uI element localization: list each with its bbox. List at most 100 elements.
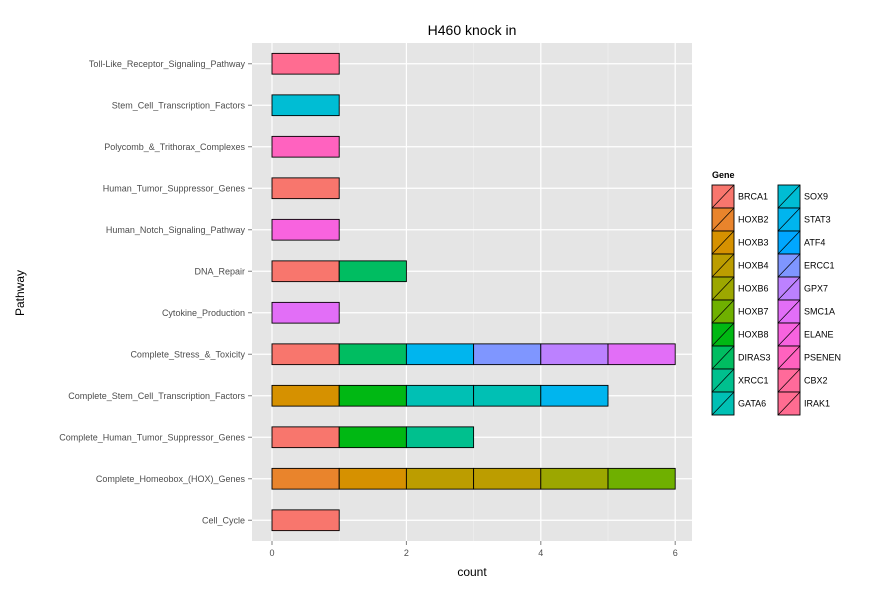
y-tick-label: Complete_Stem_Cell_Transcription_Factors [68, 391, 245, 401]
bar-segment-hoxb3 [271, 384, 340, 407]
y-tick-label: Stem_Cell_Transcription_Factors [112, 100, 246, 110]
legend-label: SMC1A [804, 307, 835, 317]
legend-key-diagonal [777, 276, 801, 301]
bar-segment-brca1 [271, 509, 340, 532]
legend-key-diagonal [711, 368, 735, 393]
bar-segment-elane [271, 218, 340, 241]
bar-segment-hoxb7 [607, 467, 676, 490]
legend-item-sox9: SOX9 [777, 184, 828, 209]
legend-label: HOXB6 [738, 284, 769, 294]
legend-label: PSENEN [804, 353, 841, 363]
bar-segment-hoxb4 [405, 467, 475, 490]
bar-segment-brca1 [271, 343, 340, 366]
legend-item-ercc1: ERCC1 [777, 253, 835, 278]
legend-label: HOXB3 [738, 238, 769, 248]
legend-label: SOX9 [804, 192, 828, 202]
bar-segment-hoxb8 [338, 426, 407, 449]
legend-key-diagonal [777, 345, 801, 370]
legend-item-elane: ELANE [777, 322, 834, 347]
y-tick-label: Human_Tumor_Suppressor_Genes [103, 183, 246, 193]
y-tick-label: Human_Notch_Signaling_Pathway [106, 225, 246, 235]
bar-segment-gpx7 [540, 343, 609, 366]
legend-key-diagonal [777, 368, 801, 393]
bar-segment-ercc1 [473, 343, 542, 366]
legend-item-brca1: BRCA1 [711, 184, 768, 209]
y-tick-label: Complete_Stress_&_Toxicity [130, 349, 245, 359]
legend-item-hoxb4: HOXB4 [711, 253, 769, 278]
legend-key-diagonal [777, 253, 801, 278]
bar-segment-stat3 [540, 384, 609, 407]
legend-key-diagonal [711, 299, 735, 324]
y-tick-label: Polycomb_&_Trithorax_Complexes [104, 142, 245, 152]
bar-segment-gata6 [473, 384, 542, 407]
legend-key-diagonal [711, 207, 735, 232]
legend-label: HOXB2 [738, 215, 769, 225]
bar-segment-psenen [271, 135, 340, 158]
legend-label: BRCA1 [738, 192, 768, 202]
x-tick-label: 0 [269, 548, 274, 558]
legend-label: DIRAS3 [738, 353, 771, 363]
bar-segment-hoxb4 [473, 467, 542, 490]
y-tick-label: Complete_Homeobox_(HOX)_Genes [96, 474, 246, 484]
legend-item-psenen: PSENEN [777, 345, 841, 370]
legend-item-diras3: DIRAS3 [711, 345, 771, 370]
bar-segment-smc1a [271, 301, 340, 324]
legend-item-stat3: STAT3 [777, 207, 831, 232]
y-tick-label: Cytokine_Production [162, 308, 245, 318]
y-tick-label: Complete_Human_Tumor_Suppressor_Genes [59, 432, 245, 442]
legend-key-diagonal [777, 299, 801, 324]
y-axis-label: Pathway [13, 270, 27, 316]
legend-label: GPX7 [804, 284, 828, 294]
bar-segment-brca1 [271, 177, 340, 200]
bar-segment-stat3 [405, 343, 475, 366]
legend-label: ERCC1 [804, 261, 835, 271]
legend-item-hoxb8: HOXB8 [711, 322, 769, 347]
legend-item-hoxb6: HOXB6 [711, 276, 769, 301]
x-tick-label: 2 [404, 548, 409, 558]
legend-item-gpx7: GPX7 [777, 276, 828, 301]
legend-item-cbx2: CBX2 [777, 368, 828, 393]
legend-label: HOXB7 [738, 307, 769, 317]
plot-panel [252, 43, 692, 541]
bar-segment-brca1 [271, 426, 340, 449]
legend-key-diagonal [711, 276, 735, 301]
legend-item-gata6: GATA6 [711, 391, 766, 416]
legend-label: IRAK1 [804, 399, 830, 409]
legend-item-hoxb7: HOXB7 [711, 299, 769, 324]
legend-item-atf4: ATF4 [777, 230, 825, 255]
legend-key-diagonal [711, 391, 735, 416]
legend-key-diagonal [711, 230, 735, 255]
legend-item-xrcc1: XRCC1 [711, 368, 769, 393]
bar-segment-irak1 [271, 52, 340, 75]
chart-title: H460 knock in [428, 22, 517, 38]
legend-key-diagonal [711, 345, 735, 370]
bar-segment-hoxb8 [338, 384, 407, 407]
legend-label: GATA6 [738, 399, 766, 409]
bar-segment-diras3 [338, 343, 407, 366]
legend-key-diagonal [777, 230, 801, 255]
y-axis-ticks: Toll-Like_Receptor_Signaling_Pathway Stem… [59, 59, 252, 525]
legend-key-diagonal [777, 207, 801, 232]
bar-segment-diras3 [338, 260, 407, 283]
y-tick-label: Cell_Cycle [202, 515, 245, 525]
bar-segment-hoxb3 [338, 467, 407, 490]
legend: Gene BRCA1 HOXB2 HOXB3 HOXB4 HOXB6 HOXB7 HOXB8… [711, 170, 841, 416]
legend-label: ELANE [804, 330, 834, 340]
bar-segment-smc1a [607, 343, 676, 366]
bar-segment-gata6 [405, 384, 475, 407]
legend-item-hoxb3: HOXB3 [711, 230, 769, 255]
x-axis-ticks: 0 2 4 6 [269, 541, 678, 558]
y-tick-label: Toll-Like_Receptor_Signaling_Pathway [89, 59, 246, 69]
bar-segment-sox9 [271, 94, 340, 117]
legend-item-smc1a: SMC1A [777, 299, 835, 324]
legend-key-diagonal [711, 253, 735, 278]
legend-label: XRCC1 [738, 376, 769, 386]
legend-label: STAT3 [804, 215, 831, 225]
x-axis-label: count [457, 565, 487, 579]
legend-label: ATF4 [804, 238, 825, 248]
bar-segment-hoxb2 [271, 467, 340, 490]
legend-label: HOXB8 [738, 330, 769, 340]
legend-key-diagonal [777, 391, 801, 416]
legend-key-diagonal [777, 322, 801, 347]
bar-segment-xrcc1 [405, 426, 475, 449]
